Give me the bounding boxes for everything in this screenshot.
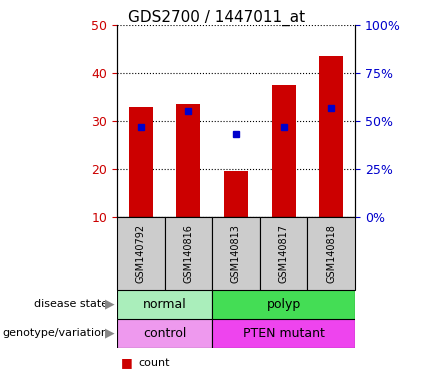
Text: disease state: disease state — [34, 299, 108, 310]
Text: GDS2700 / 1447011_at: GDS2700 / 1447011_at — [128, 10, 305, 26]
Text: GSM140813: GSM140813 — [231, 224, 241, 283]
Bar — [117, 319, 212, 348]
Text: genotype/variation: genotype/variation — [2, 328, 108, 338]
Bar — [319, 56, 343, 217]
Text: ■: ■ — [121, 356, 133, 369]
Text: normal: normal — [142, 298, 187, 311]
Text: polyp: polyp — [266, 298, 301, 311]
Bar — [307, 217, 355, 290]
Text: PTEN mutant: PTEN mutant — [242, 327, 325, 339]
Text: GSM140792: GSM140792 — [136, 224, 146, 283]
Text: ■: ■ — [121, 383, 133, 384]
Text: GSM140817: GSM140817 — [278, 224, 289, 283]
Text: control: control — [143, 327, 186, 339]
Bar — [117, 217, 165, 290]
Bar — [165, 217, 212, 290]
Text: GSM140816: GSM140816 — [183, 224, 194, 283]
Bar — [117, 290, 212, 319]
Bar — [129, 107, 153, 217]
Text: GSM140818: GSM140818 — [326, 224, 336, 283]
Bar — [272, 85, 295, 217]
Text: ▶: ▶ — [105, 298, 115, 311]
Bar — [260, 217, 307, 290]
Bar — [224, 171, 248, 217]
Text: ▶: ▶ — [105, 327, 115, 339]
Bar — [177, 104, 200, 217]
Bar — [212, 217, 260, 290]
Bar — [212, 319, 355, 348]
Text: count: count — [139, 358, 170, 368]
Bar — [212, 290, 355, 319]
